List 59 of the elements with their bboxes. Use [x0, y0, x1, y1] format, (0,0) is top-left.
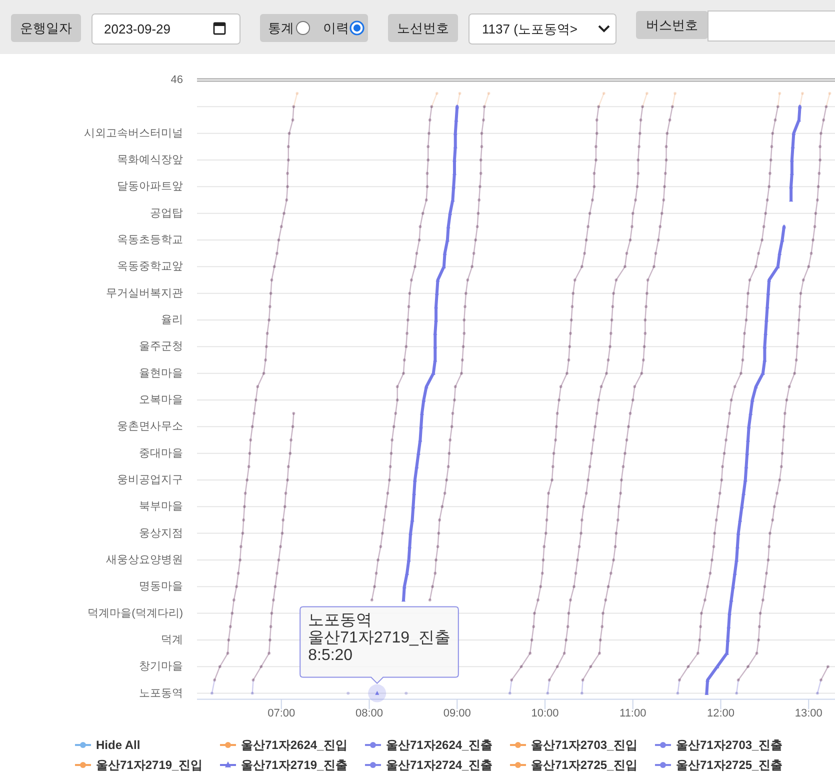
x-tick-label: 08:00 — [355, 707, 384, 720]
x-tick-label: 10:00 — [531, 707, 559, 720]
y-tick-label: 울주군청 — [139, 340, 183, 353]
y-tick-label: 율리 — [161, 314, 183, 326]
legend-label: 울산71자2725_진출 — [676, 758, 783, 772]
legend-item: 울산71자2624_진입 — [220, 738, 348, 752]
text: 통계 — [268, 20, 294, 36]
y-tick-label: 달동아파트앞 — [117, 180, 183, 193]
legend-item: 울산71자2719_진입 — [75, 758, 203, 772]
legend-label: 울산71자2703_진입 — [531, 738, 638, 752]
text: 1137 (노포동역> — [482, 22, 578, 36]
y-tick-label: 옥동초등학교 — [117, 234, 183, 246]
text: 노선번호 — [397, 20, 449, 36]
legend-item: 울산71자2724_진출 — [365, 758, 493, 772]
legend-label: 울산71자2703_진출 — [676, 738, 783, 752]
y-tick-label: 웅촌면사무소 — [117, 420, 183, 433]
legend-label: 울산71자2724_진출 — [386, 758, 493, 772]
text: 운행일자 — [20, 20, 72, 36]
y-tick-label: 노포동역 — [139, 687, 183, 700]
y-tick-label: 무거실버복지관 — [106, 287, 183, 300]
y-tick-label: 새웅상요양병원 — [106, 554, 183, 566]
x-tick-label: 12:00 — [706, 707, 735, 720]
legend-item: 울산71자2703_진출 — [655, 738, 783, 752]
y-tick-label: 율현마을 — [139, 367, 183, 380]
y-tick-label: 웅비공업지구 — [117, 474, 183, 486]
tooltip: 노포동역 울산71자2719_진출 8:5:20 — [300, 606, 459, 684]
legend-label: 울산71자2624_진입 — [241, 738, 348, 752]
y-tick-label: 목화예식장앞 — [117, 154, 183, 166]
legend-label: 울산71자2624_진출 — [386, 738, 493, 752]
y-tick-label: 덕계마을(덕계다리) — [88, 607, 183, 620]
legend-label: 울산71자2719_진출 — [241, 758, 348, 772]
legend-item: 울산71자2719_진출 — [220, 758, 348, 772]
text: 2023-09-29 — [104, 22, 170, 36]
x-tick-label: 11:00 — [620, 707, 646, 720]
legend-label: 울산71자2725_진입 — [531, 758, 638, 772]
annotation: 노포동역 울산71자2719_진출 8:5:20 — [308, 612, 450, 664]
legend-item: 울산71자2624_진출 — [365, 738, 493, 752]
y-tick-label: 오복마을 — [139, 394, 183, 406]
y-tick-label: 창기마을 — [139, 660, 183, 673]
y-tick-label: 중대마을 — [139, 447, 183, 460]
y-tick-label: 웅상지점 — [139, 527, 183, 540]
legend-item: Hide All — [75, 738, 140, 752]
x-tick-label: 13:00 — [794, 707, 822, 720]
y-tick-label: 공업탑 — [150, 207, 183, 220]
y-tick-label: 북부마을 — [139, 500, 183, 513]
y-tick-label: 46 — [170, 74, 183, 86]
legend-item: 울산71자2703_진입 — [510, 738, 638, 752]
x-tick-label: 09:00 — [443, 707, 471, 720]
y-tick-label: 시외고속버스터미널 — [84, 127, 183, 140]
text: 이력 — [323, 20, 349, 36]
legend-item: 울산71자2725_진출 — [655, 758, 783, 772]
legend-item: 울산71자2725_진입 — [510, 758, 638, 772]
x-tick-label: 07:00 — [268, 707, 296, 720]
text: 버스번호 — [646, 18, 698, 32]
legend-label: Hide All — [96, 738, 140, 752]
y-tick-label: 덕계 — [161, 634, 183, 646]
y-tick-label: 명동마을 — [139, 580, 183, 593]
legend-label: 울산71자2719_진입 — [96, 758, 203, 772]
y-tick-label: 옥동중학교앞 — [117, 260, 183, 273]
